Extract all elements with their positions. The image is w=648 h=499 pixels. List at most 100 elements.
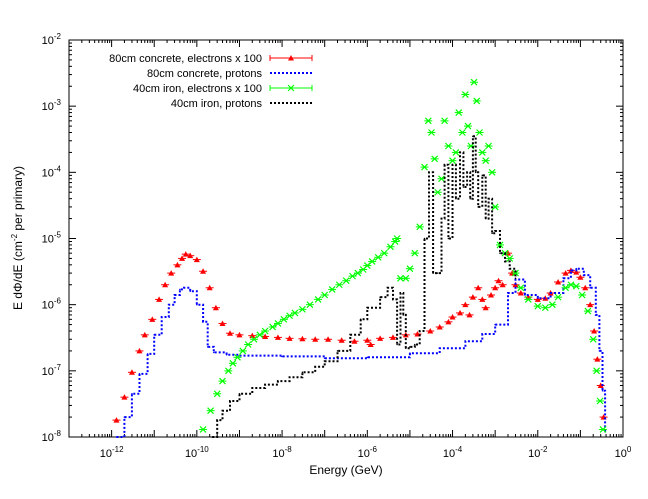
data-point	[269, 323, 277, 331]
data-point	[325, 336, 332, 342]
data-point	[189, 290, 192, 292]
data-point	[386, 286, 389, 289]
data-point	[206, 284, 213, 291]
data-point	[174, 261, 181, 268]
data-point	[200, 268, 207, 274]
data-point	[587, 301, 594, 308]
data-point	[162, 281, 169, 288]
y-tick-label: 10-4	[42, 164, 62, 179]
data-point	[306, 301, 314, 309]
data-point	[280, 315, 288, 323]
data-point	[342, 277, 350, 285]
data-point	[496, 241, 504, 249]
data-point	[469, 197, 472, 200]
data-point	[421, 163, 428, 171]
data-point	[472, 135, 474, 138]
data-point	[128, 369, 135, 375]
data-point	[374, 253, 382, 261]
data-point	[582, 274, 585, 276]
data-point	[434, 188, 442, 196]
data-point	[458, 129, 466, 136]
data-point	[274, 320, 282, 327]
data-point	[183, 286, 185, 289]
data-point	[225, 353, 228, 356]
data-point	[577, 274, 584, 280]
data-point	[389, 334, 396, 340]
data-point	[562, 277, 565, 280]
data-point	[314, 366, 317, 368]
data-point	[138, 373, 141, 375]
data-point	[250, 335, 258, 343]
data-point	[338, 337, 345, 343]
data-point	[593, 367, 601, 375]
y-axis-label: E dΦ/dE (cm-2 per primary)	[10, 166, 25, 310]
data-point	[470, 78, 478, 86]
data-point	[536, 297, 539, 300]
data-point	[441, 117, 448, 125]
x-tick-label: 10-12	[100, 445, 124, 460]
data-point	[261, 327, 269, 335]
y-tick-label: 10-2	[42, 32, 62, 47]
data-point	[244, 341, 252, 348]
data-point	[436, 272, 439, 274]
data-point	[406, 265, 414, 273]
data-point	[534, 296, 541, 302]
series-0	[112, 250, 608, 423]
data-point	[477, 206, 479, 208]
data-point	[438, 175, 445, 183]
data-point	[146, 353, 149, 355]
legend-marker	[287, 84, 295, 92]
data-point	[482, 157, 490, 165]
data-point	[578, 291, 586, 299]
data-point	[487, 197, 490, 200]
data-point	[485, 142, 492, 150]
data-point	[193, 256, 200, 263]
data-point	[524, 294, 526, 296]
data-point	[438, 347, 441, 349]
data-point	[452, 148, 460, 156]
data-point	[136, 347, 143, 354]
data-point	[494, 230, 496, 232]
data-point	[397, 274, 404, 282]
data-point	[499, 252, 501, 254]
data-point	[484, 217, 487, 220]
data-point	[236, 331, 243, 338]
data-point	[234, 353, 241, 361]
data-point	[179, 288, 181, 291]
legend-label: 80cm concrete, protons	[147, 68, 262, 80]
data-point	[364, 337, 371, 343]
data-point	[368, 258, 376, 265]
data-point	[570, 269, 572, 272]
data-point	[462, 301, 469, 308]
data-point	[589, 286, 592, 289]
data-point	[168, 270, 175, 276]
data-point	[418, 330, 421, 332]
data-point	[393, 235, 401, 242]
data-point	[431, 155, 439, 163]
data-point	[449, 314, 456, 320]
y-tick-label: 10-5	[42, 231, 62, 246]
data-point	[199, 426, 207, 433]
data-point	[428, 129, 435, 136]
data-point	[404, 347, 407, 349]
x-axis: 10-12 10-10 10-8 10-6 10-4 10-2 100	[68, 40, 632, 460]
data-point	[594, 356, 601, 362]
data-point	[514, 278, 517, 281]
data-point	[149, 316, 156, 322]
data-point	[115, 436, 118, 438]
data-point	[301, 371, 304, 374]
data-point	[402, 274, 410, 282]
data-point	[121, 394, 128, 400]
data-point	[299, 335, 306, 342]
data-point	[409, 346, 411, 348]
data-point	[534, 302, 542, 310]
data-point	[459, 151, 461, 154]
y-tick-label: 10-8	[42, 429, 62, 444]
series-2	[199, 78, 608, 433]
data-point	[512, 269, 519, 277]
data-point	[517, 290, 524, 296]
data-point	[478, 148, 486, 156]
data-point	[312, 336, 319, 342]
data-point	[239, 347, 247, 355]
series-line	[212, 135, 517, 438]
